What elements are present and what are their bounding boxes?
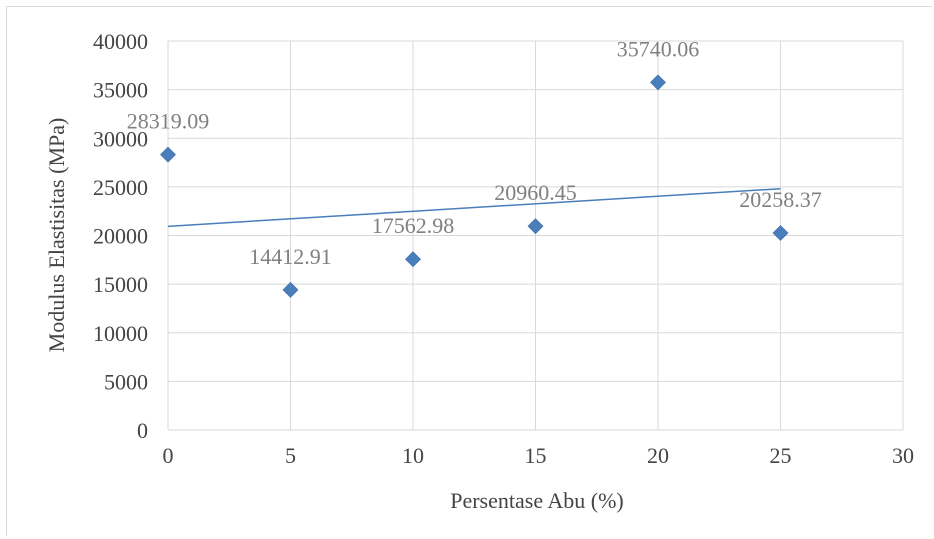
data-points xyxy=(160,74,789,298)
x-tick-label: 5 xyxy=(285,443,296,468)
y-tick-label: 10000 xyxy=(93,321,148,346)
x-tick-label: 30 xyxy=(892,443,914,468)
data-labels: 28319.09 14412.91 17562.98 20960.45 35740.06… xyxy=(127,36,822,268)
y-tick-label: 15000 xyxy=(93,272,148,297)
y-tick-label: 30000 xyxy=(93,126,148,151)
y-tick-label: 0 xyxy=(137,418,148,443)
data-label: 28319.09 xyxy=(127,109,210,134)
chart-frame xyxy=(6,6,932,536)
x-axis-ticks: 0 5 10 15 20 25 30 xyxy=(163,443,915,468)
data-label: 14412.91 xyxy=(249,244,332,269)
y-axis-title: Modulus Elastisitas (MPa) xyxy=(44,118,69,353)
y-tick-label: 20000 xyxy=(93,224,148,249)
y-tick-label: 40000 xyxy=(93,29,148,54)
data-label: 17562.98 xyxy=(372,213,455,238)
data-point xyxy=(650,74,666,91)
y-tick-label: 35000 xyxy=(93,78,148,103)
x-tick-label: 15 xyxy=(525,443,547,468)
y-tick-label: 25000 xyxy=(93,175,148,200)
data-point xyxy=(160,146,176,163)
data-label: 20960.45 xyxy=(494,180,577,205)
y-axis-ticks: 0 5000 10000 15000 20000 25000 30000 35000 40000 xyxy=(93,29,148,443)
y-tick-label: 5000 xyxy=(104,369,148,394)
x-tick-label: 20 xyxy=(647,443,669,468)
x-axis-title: Persentase Abu (%) xyxy=(450,488,624,513)
data-point xyxy=(405,251,421,268)
x-tick-label: 10 xyxy=(402,443,424,468)
data-point xyxy=(772,225,789,241)
x-tick-label: 25 xyxy=(770,443,792,468)
grid-lines xyxy=(167,40,904,431)
trendline-group xyxy=(167,187,781,228)
data-label: 35740.06 xyxy=(617,36,700,61)
x-tick-label: 0 xyxy=(163,443,174,468)
data-point xyxy=(282,281,299,298)
trendline xyxy=(167,187,781,228)
data-point xyxy=(527,218,544,235)
data-label: 20258.37 xyxy=(739,187,822,212)
